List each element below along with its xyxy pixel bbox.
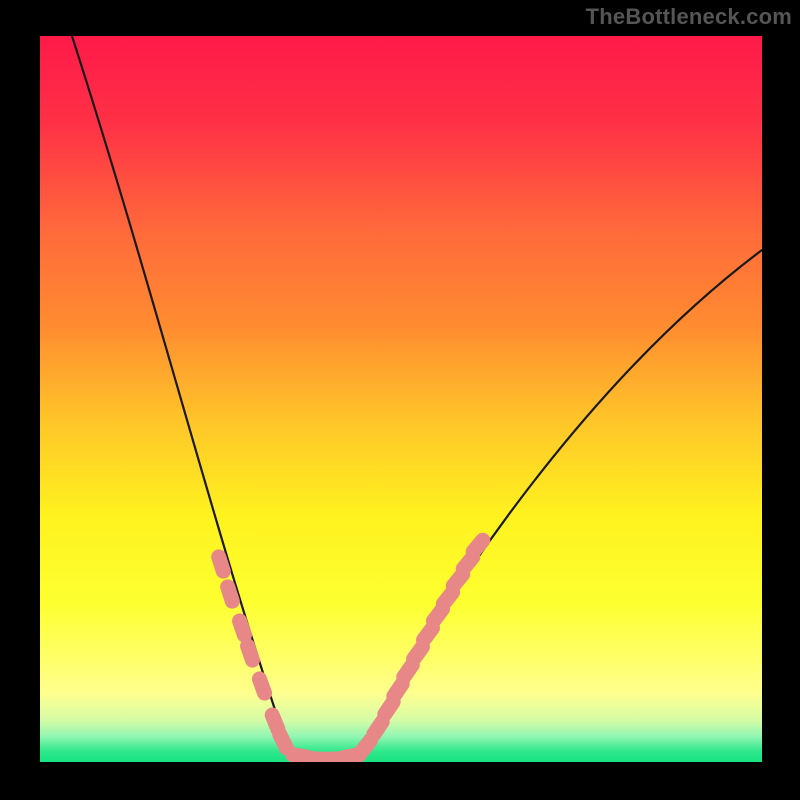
chart-container: TheBottleneck.com: [0, 0, 800, 800]
watermark-text: TheBottleneck.com: [586, 4, 792, 30]
chart-overlay-svg: [40, 36, 762, 762]
plot-area: [40, 36, 762, 762]
data-point-marker: [238, 636, 262, 669]
